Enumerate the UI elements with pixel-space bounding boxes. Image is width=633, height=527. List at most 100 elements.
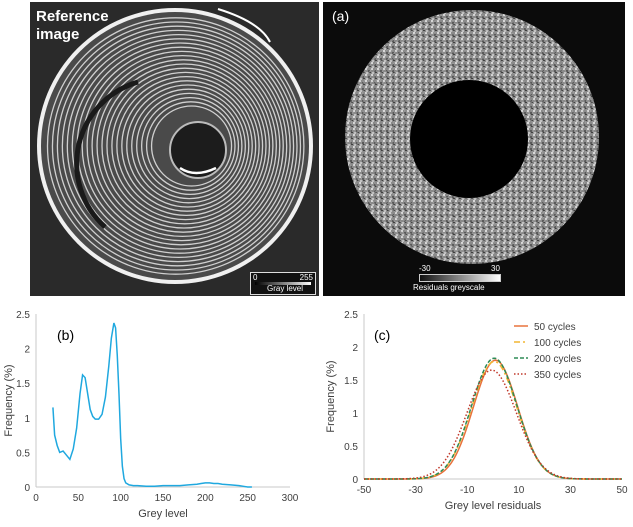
x-tick-label: 300 [282, 493, 299, 504]
residual-ring [378, 43, 566, 231]
series-line-0 [364, 359, 622, 480]
y-tick-label: 2.5 [344, 310, 358, 321]
residuals-colorbar-max: 30 [491, 264, 500, 273]
legend-label: 350 cycles [534, 370, 581, 381]
series-line-2 [364, 357, 622, 480]
core-rim [169, 121, 227, 179]
chart-c: 0 0.5 1 1.5 2 2.5 -50 -30 -10 10 30 50 Grey level re… [326, 310, 628, 512]
x-tick-label: 150 [155, 493, 172, 504]
colorbar-max: 255 [299, 273, 313, 282]
legend-label: 50 cycles [534, 322, 576, 333]
residual-ring [395, 60, 549, 214]
residual-ring [374, 39, 570, 235]
reference-ct-image [37, 8, 313, 284]
y-axis-label: Frequency (%) [3, 364, 15, 436]
x-axis-label: Grey level residuals [445, 500, 542, 512]
x-axis-label: Grey level [138, 508, 188, 520]
spiral-windings [46, 17, 305, 275]
y-tick-label: 1.5 [344, 376, 358, 387]
x-tick-label: -10 [460, 485, 475, 496]
reference-image-panel: Reference image 0 255 Gray level [30, 2, 319, 296]
residual-map [345, 10, 599, 264]
residual-ring [353, 18, 591, 256]
spiral-winding [101, 63, 267, 229]
reference-title: Reference image [36, 8, 109, 44]
panel-label: (b) [57, 327, 74, 343]
residual-ring [381, 46, 563, 228]
residual-ring [371, 36, 573, 238]
spiral-winding [136, 92, 243, 200]
colorbar-label: Gray level [267, 284, 304, 293]
spiral-winding [116, 75, 257, 217]
series-line-0 [52, 322, 252, 488]
spiral-winding [150, 105, 233, 187]
y-tick-label: 0.5 [344, 442, 358, 453]
spiral-winding [56, 25, 298, 267]
residual-ring [360, 25, 584, 249]
spiral-winding [71, 38, 288, 254]
residuals-colorbar-min: -30 [419, 264, 431, 273]
panel-label: (c) [374, 327, 390, 343]
y-tick-label: 0 [24, 483, 30, 494]
colorbar-gradient [255, 282, 311, 285]
residuals-colorbar: -30 30 Residuals greyscale [413, 264, 531, 294]
residual-ring [388, 53, 556, 221]
series-line-3 [364, 369, 622, 480]
y-tick-label: 1 [24, 414, 30, 425]
y-axis-label: Frequency (%) [326, 360, 337, 432]
x-tick-label: 250 [239, 493, 256, 504]
panel-a-label: (a) [332, 8, 350, 24]
colorbar-min: 0 [253, 273, 258, 282]
core-hole [170, 122, 226, 178]
chart-b: 0 0.5 1 1.5 2 2.5 0 50 100 150 200 250 300 Grey level… [3, 310, 299, 520]
core-highlight [179, 166, 217, 175]
residual-image-panel: (a) -30 30 Residuals greyscale [323, 2, 625, 296]
spiral-winding [66, 33, 291, 259]
reference-title-line1: Reference [36, 8, 109, 25]
y-tick-label: 0 [352, 475, 358, 486]
outer-tab [217, 8, 271, 43]
spiral-winding [86, 50, 277, 242]
x-tick-label: 0 [33, 493, 39, 504]
residual-rings [346, 11, 598, 263]
residual-ring [385, 50, 559, 224]
residual-core [410, 80, 528, 198]
residual-ring [392, 57, 552, 217]
residual-ring [346, 11, 598, 263]
residuals-colorbar-gradient [419, 274, 501, 282]
spiral-winding [106, 67, 264, 225]
x-tick-label: 50 [73, 493, 85, 504]
x-tick-label: 10 [513, 485, 525, 496]
x-tick-label: 50 [616, 485, 628, 496]
y-tick-label: 2 [352, 343, 358, 354]
y-tick-label: 2.5 [16, 310, 30, 321]
x-tick-label: -50 [357, 485, 372, 496]
residual-ring [364, 29, 580, 245]
y-tick-label: 1 [352, 409, 358, 420]
spiral-winding [46, 17, 305, 275]
residual-ring [406, 71, 538, 203]
spiral-winding [61, 29, 295, 263]
residual-ring [399, 64, 545, 210]
spiral-winding [111, 71, 260, 221]
spiral-winding [145, 101, 236, 191]
spiral-winding [121, 80, 253, 212]
x-tick-label: 200 [197, 493, 214, 504]
gray-level-colorbar: 0 255 Gray level [250, 272, 316, 295]
dark-spiral-track [74, 79, 139, 229]
legend-label: 200 cycles [534, 354, 581, 365]
reference-title-line2: image [36, 26, 80, 43]
spiral-winding [91, 54, 274, 238]
spiral-winding [51, 21, 302, 271]
x-tick-label: -30 [408, 485, 423, 496]
spiral-winding [96, 59, 271, 233]
residual-ring [357, 22, 587, 252]
y-tick-label: 0.5 [16, 448, 30, 459]
x-tick-label: 100 [112, 493, 129, 504]
legend-label: 100 cycles [534, 338, 581, 349]
y-tick-label: 1.5 [16, 379, 30, 390]
residual-ring [367, 32, 577, 242]
residuals-colorbar-label: Residuals greyscale [413, 283, 485, 292]
residual-ring [409, 74, 535, 200]
spiral-winding [126, 84, 250, 208]
